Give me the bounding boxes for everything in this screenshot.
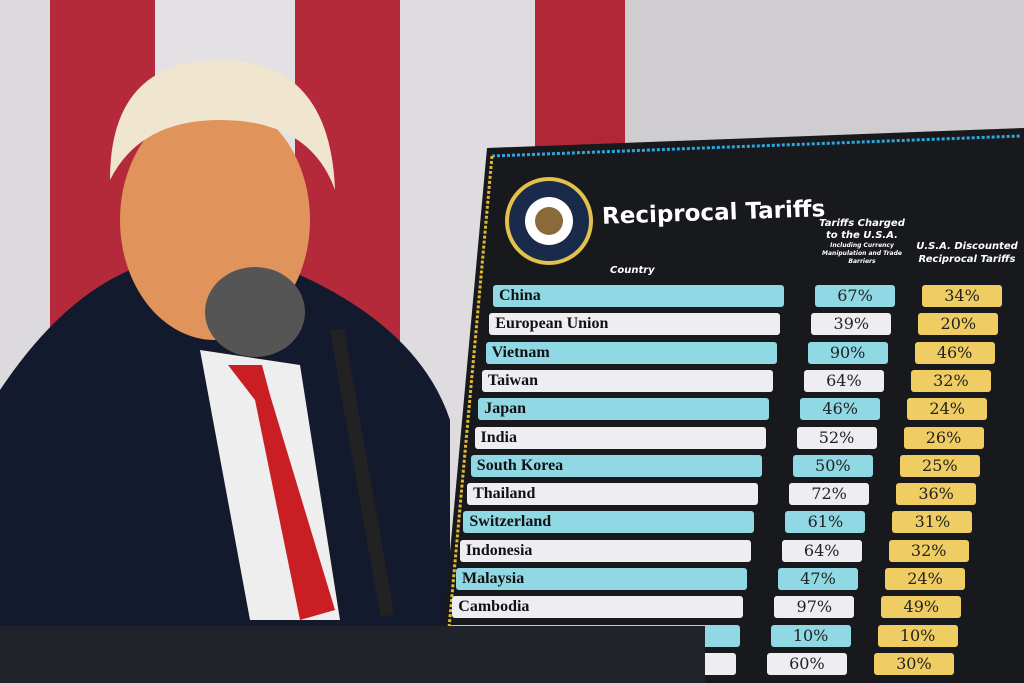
charged-cell: 72% (789, 483, 870, 506)
country-cell: Indonesia (459, 539, 751, 562)
discounted-cell: 10% (877, 624, 958, 647)
country-cell: Thailand (467, 483, 759, 506)
charged-cell: 67% (815, 285, 895, 307)
charged-cell: 50% (792, 454, 873, 477)
charged-header-title: Tariffs Charged to the U.S.A. (819, 218, 905, 241)
country-cell: Vietnam (485, 341, 777, 364)
country-cell: European Union (489, 313, 781, 336)
discounted-cell: 30% (873, 652, 954, 675)
country-cell: Switzerland (463, 511, 755, 534)
charged-cell: 39% (811, 313, 892, 336)
country-header: Country (610, 265, 655, 276)
microphone-icon (205, 267, 305, 357)
country-cell: Cambodia (452, 596, 744, 619)
discounted-cell: 49% (881, 596, 962, 619)
discounted-cell: 31% (892, 511, 973, 534)
country-cell: Taiwan (481, 369, 773, 392)
discounted-cell: 36% (896, 483, 977, 506)
hair (110, 60, 335, 190)
charged-header: Tariffs Charged to the U.S.A. Including … (812, 218, 912, 266)
charged-header-note: Including Currency Manipulation and Trad… (822, 242, 902, 265)
charged-cell: 60% (766, 652, 847, 675)
charged-cell: 46% (800, 398, 881, 421)
red-tie (228, 365, 335, 620)
country-cell: South Korea (470, 454, 762, 477)
charged-cell: 64% (803, 369, 884, 392)
microphone-stand (330, 328, 395, 617)
discounted-cell: 24% (907, 398, 988, 421)
charged-cell: 97% (774, 596, 855, 619)
discounted-cell: 24% (885, 568, 965, 590)
discounted-cell: 25% (899, 454, 980, 477)
podium-front (0, 626, 705, 683)
discounted-cell: 46% (914, 341, 995, 364)
country-cell: Malaysia (456, 568, 747, 590)
country-cell: India (474, 426, 766, 449)
discounted-cell: 32% (888, 539, 969, 562)
discounted-cell: 34% (922, 285, 1002, 307)
charged-cell: 10% (770, 624, 851, 647)
discounted-cell: 26% (903, 426, 984, 449)
charged-cell: 47% (778, 568, 858, 590)
discounted-cell: 32% (910, 369, 991, 392)
country-cell: Japan (478, 398, 770, 421)
discounted-header: U.S.A. Discounted Reciprocal Tariffs (916, 241, 1018, 265)
charged-cell: 61% (785, 511, 866, 534)
country-cell: China (493, 285, 784, 307)
charged-cell: 90% (807, 341, 888, 364)
charged-cell: 52% (796, 426, 877, 449)
charged-cell: 64% (781, 539, 862, 562)
discounted-cell: 20% (918, 313, 999, 336)
